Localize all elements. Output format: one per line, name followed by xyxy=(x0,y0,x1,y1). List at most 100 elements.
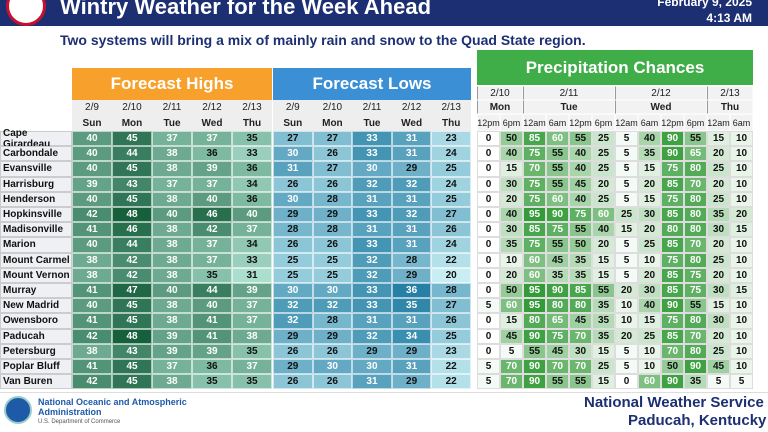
high-cell: 43 xyxy=(112,343,152,359)
high-cell: 38 xyxy=(152,222,192,238)
low-cell: 33 xyxy=(352,298,392,314)
precip-cell: 55 xyxy=(569,222,592,238)
precip-cell: 85 xyxy=(661,328,684,344)
low-cell: 29 xyxy=(352,343,392,359)
time-label: 6pm xyxy=(500,114,523,131)
date-label: 2/11 xyxy=(152,100,192,115)
high-cell: 38 xyxy=(152,237,192,253)
low-cell: 29 xyxy=(273,328,313,344)
time-label: 12am xyxy=(523,114,546,131)
high-cell: 41 xyxy=(72,222,112,238)
day-label: Sun xyxy=(273,115,313,131)
precip-cell: 70 xyxy=(523,161,546,177)
precip-cell: 20 xyxy=(707,237,730,253)
precip-cell: 35 xyxy=(500,237,523,253)
low-cell: 25 xyxy=(273,252,313,268)
precip-cell: 55 xyxy=(684,298,707,314)
time-label: 6am xyxy=(546,114,569,131)
precip-cell: 60 xyxy=(546,131,569,147)
precip-cell: 80 xyxy=(684,207,707,223)
precip-cell: 5 xyxy=(615,161,638,177)
low-cell: 32 xyxy=(352,328,392,344)
precip-cell: 40 xyxy=(592,222,615,238)
dept: U.S. Department of Commerce xyxy=(38,419,121,425)
precip-cell: 30 xyxy=(500,222,523,238)
precip-cell: 10 xyxy=(730,191,753,207)
low-cell: 32 xyxy=(273,298,313,314)
low-cell: 26 xyxy=(312,146,353,162)
low-cell: 30 xyxy=(312,283,353,299)
precip-cell: 25 xyxy=(707,161,730,177)
precip-cell: 40 xyxy=(638,131,661,147)
precip-cell: 0 xyxy=(477,146,500,162)
high-cell: 41 xyxy=(72,359,112,375)
city: Harrisburg xyxy=(0,176,72,192)
high-cell: 40 xyxy=(72,191,112,207)
title-bar xyxy=(0,0,768,26)
precip-cell: 10 xyxy=(730,146,753,162)
precip-cell: 75 xyxy=(661,191,684,207)
high-cell: 42 xyxy=(112,267,152,283)
precip-cell: 75 xyxy=(546,328,569,344)
high-cell: 37 xyxy=(232,298,272,314)
low-cell: 28 xyxy=(273,222,313,238)
high-cell: 40 xyxy=(72,237,112,253)
precip-cell: 15 xyxy=(638,313,661,329)
precip-cell: 60 xyxy=(523,252,546,268)
precip-cell: 90 xyxy=(661,298,684,314)
high-cell: 34 xyxy=(232,237,272,253)
precip-cell: 85 xyxy=(523,222,546,238)
time-label: 12pm xyxy=(661,114,684,131)
high-cell: 40 xyxy=(72,161,112,177)
high-cell: 38 xyxy=(152,267,192,283)
precip-cell: 80 xyxy=(523,313,546,329)
low-cell: 25 xyxy=(431,161,471,177)
low-cell: 32 xyxy=(391,176,432,192)
precip-cell: 5 xyxy=(615,191,638,207)
low-cell: 25 xyxy=(312,267,353,283)
precip-cell: 50 xyxy=(569,237,592,253)
precip-cell: 20 xyxy=(707,176,730,192)
high-cell: 33 xyxy=(232,252,272,268)
low-cell: 30 xyxy=(273,146,313,162)
precip-cell: 10 xyxy=(730,131,753,147)
low-cell: 28 xyxy=(391,252,432,268)
precip-cell: 25 xyxy=(707,252,730,268)
precip-cell: 80 xyxy=(661,222,684,238)
high-cell: 40 xyxy=(72,298,112,314)
day-label: Tue xyxy=(352,115,392,131)
low-cell: 31 xyxy=(391,237,432,253)
precip-cell: 15 xyxy=(592,252,615,268)
low-cell: 30 xyxy=(273,283,313,299)
precip-cell: 90 xyxy=(661,131,684,147)
time-label: 12am xyxy=(707,114,730,131)
precip-cell: 85 xyxy=(523,131,546,147)
low-cell: 32 xyxy=(352,252,392,268)
low-cell: 30 xyxy=(352,359,392,375)
low-cell: 25 xyxy=(273,267,313,283)
precip-cell: 90 xyxy=(546,283,569,299)
high-cell: 45 xyxy=(112,374,152,390)
low-cell: 29 xyxy=(391,161,432,177)
date-label: 2/12 xyxy=(615,86,707,100)
day-label: Thu xyxy=(707,100,753,114)
precip-cell: 10 xyxy=(730,161,753,177)
precip-cell: 15 xyxy=(730,283,753,299)
precip-cell: 45 xyxy=(569,313,592,329)
date-label: 2/11 xyxy=(352,100,392,115)
precip-cell: 55 xyxy=(592,283,615,299)
city: Poplar Bluff xyxy=(0,359,72,375)
high-cell: 41 xyxy=(192,328,232,344)
day-label: Wed xyxy=(615,100,707,114)
low-cell: 22 xyxy=(431,374,471,390)
precip-cell: 5 xyxy=(615,359,638,375)
precip-cell: 60 xyxy=(546,191,569,207)
city: Murray xyxy=(0,283,72,299)
precip-cell: 75 xyxy=(523,176,546,192)
agency: National Oceanic and Atmospheric Adminis… xyxy=(38,397,187,417)
high-cell: 39 xyxy=(152,343,192,359)
date-label: 2/10 xyxy=(312,100,353,115)
precip-cell: 45 xyxy=(500,328,523,344)
low-cell: 31 xyxy=(391,313,432,329)
precip-cell: 10 xyxy=(730,359,753,375)
